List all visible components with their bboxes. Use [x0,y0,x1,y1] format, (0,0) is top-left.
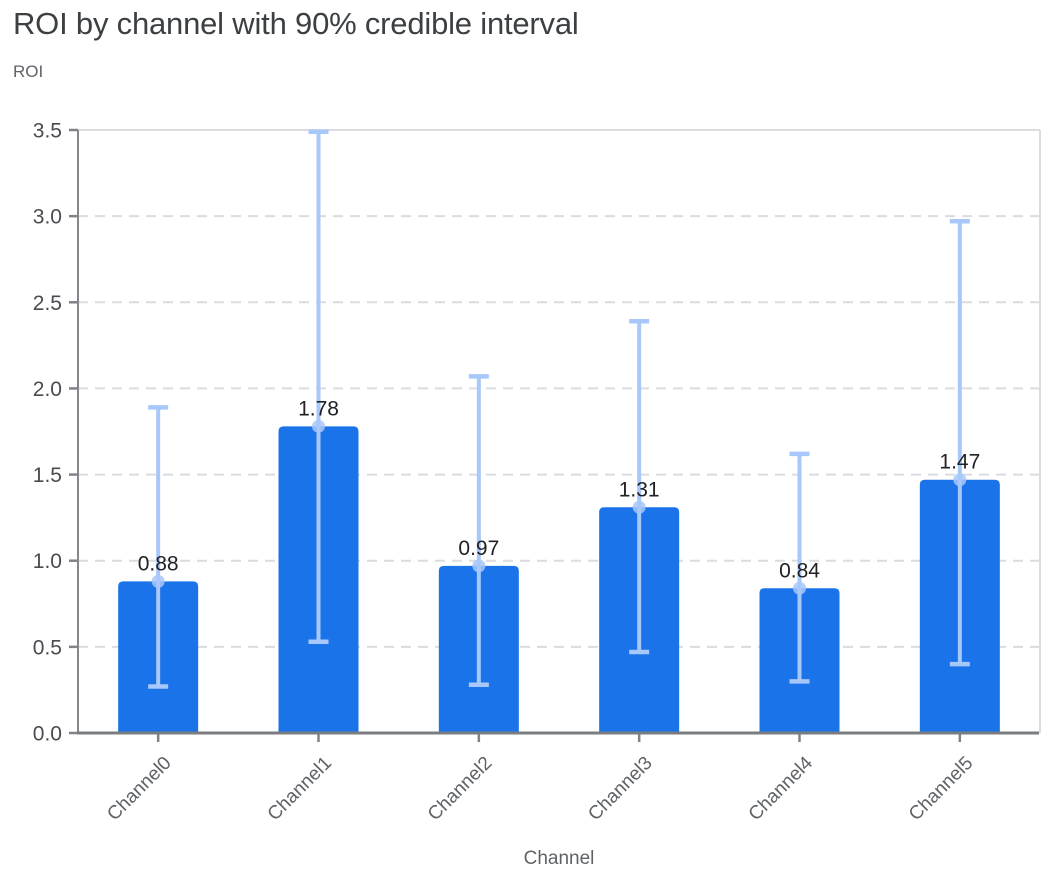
x-tick-label: Channel4 [745,752,818,825]
y-tick-label: 3.5 [33,120,62,143]
y-tick-label: 0.0 [33,723,62,746]
mean-marker [312,419,325,433]
bar-value-label: 0.88 [138,552,179,575]
x-axis-title: Channel [523,848,595,869]
chart-title: ROI by channel with 90% credible interva… [13,6,579,41]
bar-value-label: 1.47 [939,451,980,474]
mean-marker [151,574,165,588]
y-tick-label: 1.0 [33,550,62,573]
x-tick-label: Channel2 [424,753,496,825]
mean-marker [472,559,486,573]
bar-value-label: 0.97 [458,537,499,560]
x-tick-label: Channel5 [905,753,977,825]
y-tick-label: 2.0 [33,378,62,401]
y-axis-title: ROI [13,62,44,81]
y-tick-label: 0.5 [33,636,62,659]
x-tick-label: Channel1 [264,753,336,825]
bar-value-label: 1.31 [619,478,660,501]
mean-marker [953,473,967,487]
x-tick-label: Channel3 [584,753,656,825]
y-tick-label: 1.5 [33,464,62,487]
y-tick-label: 3.0 [33,206,62,229]
y-tick-label: 2.5 [33,292,62,315]
x-tick-label: Channel0 [103,753,175,825]
bar-value-label: 0.84 [779,559,820,582]
mean-marker [632,500,646,514]
mean-marker [793,581,806,595]
bar-value-label: 1.78 [298,397,339,420]
